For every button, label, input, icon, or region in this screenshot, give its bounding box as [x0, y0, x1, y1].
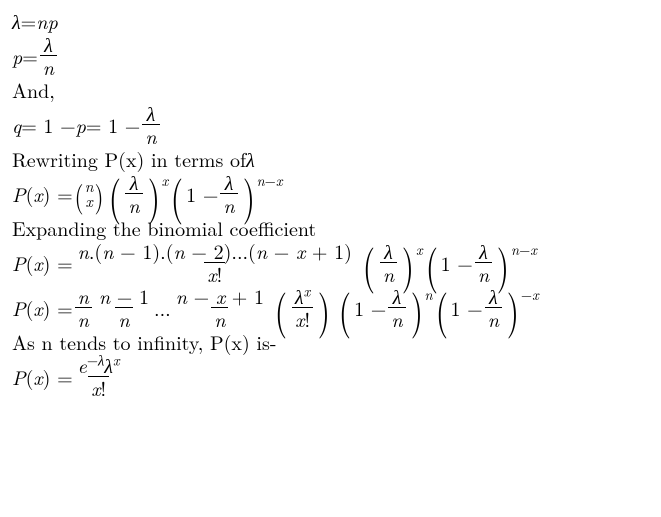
sym-lambda: λ	[12, 10, 21, 32]
text-rewriting: Rewriting P(x) in terms ofλ	[12, 148, 649, 170]
eq-px-expanded: P(x) = n.(n − 1).(n − 2)...(n − x + 1) x…	[12, 241, 649, 284]
frac-big: n.(n − 1).(n − 2)...(n − x + 1) x!	[75, 241, 355, 284]
text: = 1 −	[21, 114, 75, 136]
sym-p: p	[12, 45, 22, 67]
frac-lambda-n: λ n	[40, 34, 57, 77]
eq-px-product: P(x) = nn n − 1n ... n − x + 1n ( λx x! …	[12, 286, 649, 329]
frac-lambda-n: λ n	[142, 103, 159, 146]
eq-q: q = 1 − p = 1 − λ n	[12, 103, 649, 146]
eq-px-poisson: P(x) = e−λλx x!	[12, 355, 649, 398]
eq-sign: =	[21, 10, 37, 32]
frac-poisson: e−λλx x!	[75, 355, 123, 398]
eq-px-binom: P(x) = ( n x ) ( λ n ) x ( 1 − λ n ) n−x	[12, 172, 649, 215]
sym-p: p	[76, 114, 86, 136]
binom-n-x: n x	[85, 179, 94, 209]
text-and: And,	[12, 79, 649, 101]
eq-lambda-np: λ = np	[12, 10, 649, 32]
text: = 1 −	[86, 114, 140, 136]
sym-q: q	[12, 114, 21, 136]
eq-sign: =	[22, 45, 38, 67]
eq-p-lambda-n: p = λ n	[12, 34, 649, 77]
